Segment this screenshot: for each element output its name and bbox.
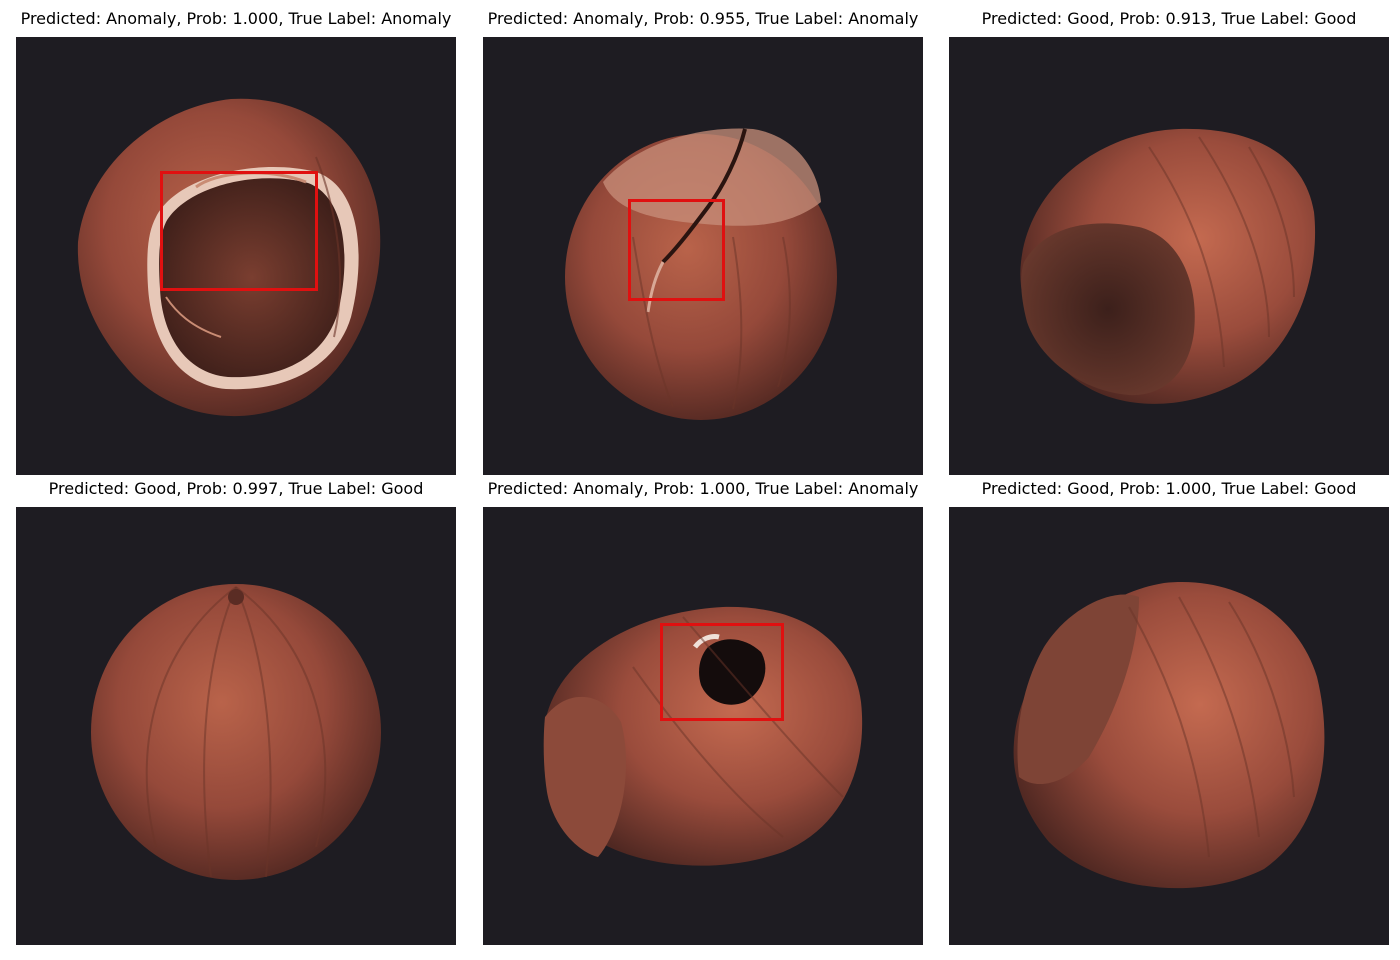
anomaly-bounding-box (660, 623, 784, 721)
hazelnut-good (91, 584, 381, 880)
hazelnut-photo (16, 507, 456, 945)
anomaly-bounding-box (160, 171, 318, 291)
hazelnut-photo (949, 37, 1389, 475)
panel-title: Predicted: Anomaly, Prob: 1.000, True La… (487, 479, 919, 498)
panel-title: Predicted: Anomaly, Prob: 1.000, True La… (20, 9, 452, 28)
panel-title: Predicted: Good, Prob: 1.000, True Label… (981, 479, 1357, 498)
panel-title: Predicted: Good, Prob: 0.913, True Label… (981, 9, 1357, 28)
hazelnut-photo (16, 37, 456, 475)
hazelnut-hole (543, 606, 863, 866)
hazelnut-photo (483, 507, 923, 945)
panel-title: Predicted: Good, Prob: 0.997, True Label… (48, 479, 424, 498)
hazelnut-photo (483, 37, 923, 475)
hazelnut-photo (949, 507, 1389, 945)
hazelnut-good (1020, 128, 1316, 404)
hazelnut-cracked-shell (77, 98, 381, 417)
panel-title: Predicted: Anomaly, Prob: 0.955, True La… (487, 9, 919, 28)
hazelnut-good (1013, 582, 1325, 889)
anomaly-bounding-box (628, 199, 725, 301)
